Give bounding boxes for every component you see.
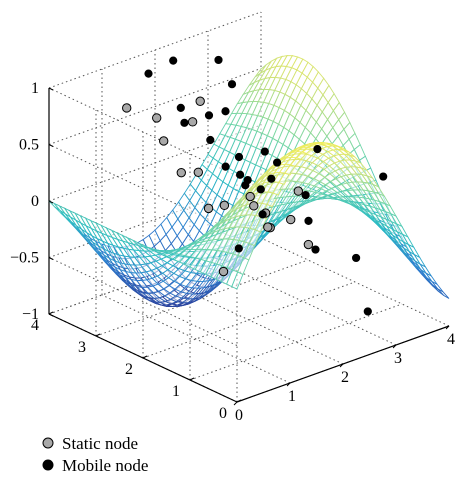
static-node (249, 201, 259, 211)
y-tick-label: 1 (172, 383, 180, 400)
mobile-node (304, 216, 313, 225)
x-tick-label: 4 (447, 331, 455, 348)
static-node (176, 167, 187, 178)
mobile-node (301, 190, 310, 200)
y-tick-mark (236, 399, 242, 403)
static-node (122, 103, 132, 113)
mobile-node (256, 185, 265, 194)
grid-line (48, 181, 262, 258)
y-tick-mark (48, 311, 54, 315)
x-tick-label: 1 (288, 388, 296, 405)
static-node (219, 200, 230, 211)
mobile-node (221, 107, 230, 116)
legend-label-mobile: Mobile node (62, 456, 148, 475)
x-tick-label: 3 (394, 350, 402, 367)
z-tick-label: −1 (22, 306, 39, 323)
mobile-node (236, 170, 245, 179)
legend-marker-static (42, 437, 54, 449)
x-tick-mark (392, 344, 397, 349)
legend-item-mobile: Mobile node (42, 456, 148, 475)
mobile-node (176, 103, 185, 112)
z-tick-mark (48, 87, 54, 91)
mobile-node (234, 244, 243, 253)
z-tick-label: −0.5 (10, 250, 39, 267)
legend-marker-mobile (42, 459, 54, 471)
mobile-node (363, 307, 372, 316)
x-tick-mark (233, 401, 238, 406)
mobile-node (260, 147, 269, 156)
mobile-node (227, 80, 237, 89)
x-tick-label: 2 (341, 369, 349, 386)
static-node (303, 239, 314, 250)
static-node (152, 113, 162, 123)
mobile-node (234, 152, 244, 162)
mobile-node (352, 253, 361, 263)
grid-line (48, 68, 262, 145)
y-tick-mark (189, 377, 195, 381)
static-node (203, 203, 214, 214)
x-tick-mark (286, 382, 291, 387)
static-node (293, 186, 303, 196)
legend-label-static: Static node (62, 434, 138, 453)
static-node (286, 214, 296, 225)
y-tick-label: 4 (31, 317, 39, 334)
z-tick-label: 0 (31, 193, 39, 210)
mobile-node (180, 118, 189, 127)
mobile-node (214, 55, 223, 65)
z-tick-mark (48, 144, 54, 147)
static-node (195, 96, 205, 106)
mobile-node (379, 172, 388, 181)
z-tick-mark (48, 200, 54, 204)
x-tick-label: 0 (235, 407, 243, 424)
grid-line (48, 257, 238, 346)
mobile-node (243, 176, 252, 185)
y-tick-label: 3 (78, 339, 86, 356)
mobile-node (206, 135, 215, 145)
x-tick-mark (339, 363, 344, 368)
surface-mesh (48, 54, 450, 307)
mobile-node (221, 162, 230, 171)
legend-item-static: Static node (42, 434, 138, 453)
static-node (187, 117, 198, 127)
grid-line (207, 256, 397, 346)
static-node (159, 136, 169, 146)
y-tick-label: 2 (125, 361, 133, 378)
z-tick-label: 1 (31, 80, 39, 97)
legend: Static node Mobile node (42, 434, 148, 475)
mobile-node (204, 111, 214, 120)
y-tick-mark (95, 333, 101, 337)
grid-line (48, 144, 238, 233)
static-node (218, 266, 229, 277)
grid-line (95, 259, 309, 337)
node-markers (122, 55, 388, 316)
mobile-node (144, 69, 153, 78)
z-tick-label: 0.5 (19, 137, 39, 154)
x-tick-mark (445, 325, 450, 330)
z-tick-mark (48, 257, 54, 260)
mobile-node (313, 145, 322, 154)
mobile-node (267, 174, 276, 183)
mobile-node (311, 245, 320, 254)
mobile-node (258, 210, 267, 219)
static-node (245, 191, 255, 202)
surface-cell (437, 288, 450, 299)
z-tick-mark (48, 313, 54, 317)
grid-line (142, 281, 356, 359)
grid-line (189, 303, 403, 381)
static-node (193, 167, 204, 177)
static-node (263, 222, 273, 232)
grid-line (101, 294, 291, 384)
y-tick-mark (142, 355, 148, 359)
y-tick-label: 0 (219, 405, 227, 422)
mobile-node (273, 158, 282, 167)
mobile-node (169, 56, 178, 65)
